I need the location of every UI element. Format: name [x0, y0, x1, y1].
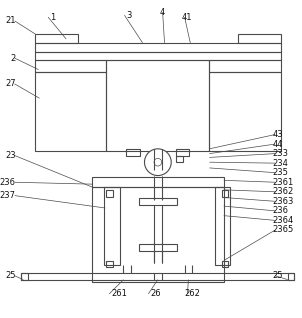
Text: 2362: 2362	[272, 187, 294, 196]
Bar	[176, 156, 183, 162]
Text: 25: 25	[5, 271, 16, 280]
Bar	[126, 149, 140, 156]
Text: 21: 21	[5, 17, 16, 25]
Text: 3: 3	[126, 11, 132, 20]
Text: 234: 234	[272, 159, 288, 168]
Text: 237: 237	[0, 191, 16, 200]
Bar	[104, 187, 120, 265]
Text: 233: 233	[272, 149, 288, 158]
Bar	[222, 190, 229, 197]
Text: 236: 236	[0, 178, 16, 187]
Bar	[139, 244, 177, 251]
Bar	[139, 198, 177, 205]
Bar	[238, 34, 281, 43]
Bar	[215, 187, 230, 265]
Text: 2: 2	[10, 54, 16, 63]
Bar	[92, 177, 224, 187]
Bar	[106, 260, 113, 267]
Bar	[35, 43, 281, 52]
Bar	[35, 60, 106, 72]
Bar	[209, 72, 281, 151]
Bar	[35, 52, 281, 60]
Text: 1: 1	[50, 13, 55, 22]
Bar	[21, 273, 294, 280]
Text: 262: 262	[185, 289, 201, 298]
Text: 261: 261	[111, 289, 127, 298]
Text: 236: 236	[272, 206, 288, 215]
Bar	[222, 260, 229, 267]
Text: 43: 43	[272, 130, 283, 139]
Bar	[209, 60, 281, 72]
Text: 23: 23	[5, 151, 16, 160]
Bar	[288, 273, 294, 280]
Text: 235: 235	[272, 168, 288, 177]
Text: 2365: 2365	[272, 225, 294, 234]
Bar	[92, 187, 224, 282]
Bar	[35, 72, 106, 151]
Bar	[21, 273, 28, 280]
Bar	[35, 34, 78, 43]
Bar	[176, 149, 189, 156]
Text: 41: 41	[182, 13, 192, 22]
Text: 2363: 2363	[272, 197, 294, 206]
Text: 2361: 2361	[272, 178, 294, 187]
Text: 4: 4	[160, 8, 165, 17]
Text: 2364: 2364	[272, 216, 294, 225]
Text: 27: 27	[5, 80, 16, 88]
Text: 44: 44	[272, 140, 283, 149]
Bar	[106, 190, 113, 197]
Bar	[106, 60, 209, 151]
Text: 25: 25	[272, 271, 283, 280]
Circle shape	[144, 149, 171, 176]
Text: 26: 26	[150, 289, 161, 298]
